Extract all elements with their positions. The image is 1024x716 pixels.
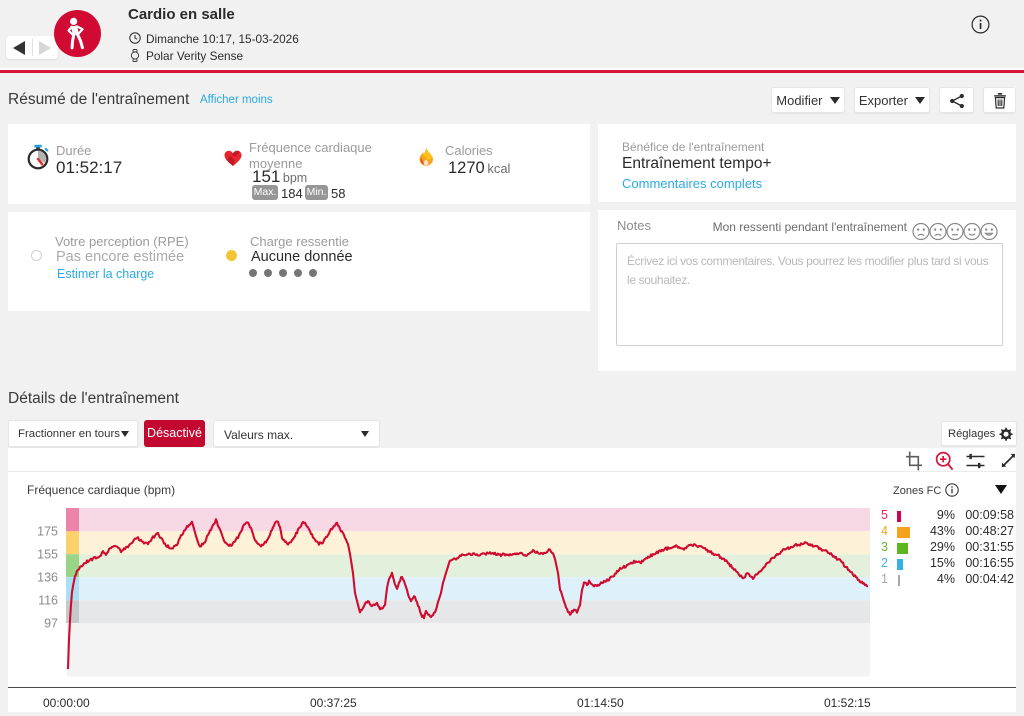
svg-text:97: 97 — [44, 616, 58, 630]
svg-text:175: 175 — [37, 525, 58, 539]
svg-text:155: 155 — [37, 548, 58, 562]
svg-text:136: 136 — [37, 571, 58, 585]
svg-text:116: 116 — [38, 594, 58, 608]
